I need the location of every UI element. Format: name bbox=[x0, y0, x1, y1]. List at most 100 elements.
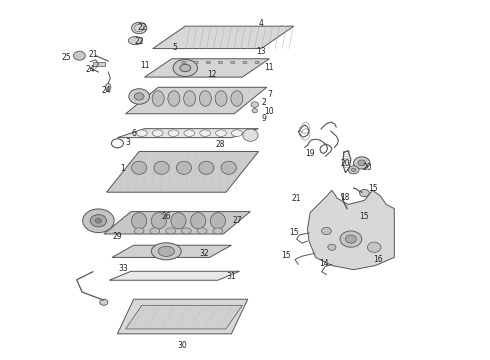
Ellipse shape bbox=[251, 102, 259, 108]
Ellipse shape bbox=[199, 161, 214, 174]
Text: 9: 9 bbox=[262, 114, 267, 123]
Ellipse shape bbox=[151, 213, 167, 229]
Ellipse shape bbox=[129, 89, 149, 104]
Text: 22: 22 bbox=[134, 37, 144, 46]
Ellipse shape bbox=[150, 228, 160, 234]
Text: 24: 24 bbox=[85, 66, 95, 75]
Text: 33: 33 bbox=[118, 264, 128, 273]
Ellipse shape bbox=[168, 130, 179, 136]
Ellipse shape bbox=[181, 228, 191, 234]
Ellipse shape bbox=[134, 228, 144, 234]
Text: 22: 22 bbox=[137, 23, 147, 32]
Ellipse shape bbox=[199, 91, 211, 106]
Ellipse shape bbox=[213, 228, 223, 234]
Ellipse shape bbox=[252, 109, 257, 113]
Ellipse shape bbox=[231, 91, 243, 106]
Ellipse shape bbox=[354, 157, 370, 169]
Polygon shape bbox=[145, 59, 270, 77]
Text: 6: 6 bbox=[131, 130, 136, 139]
Text: 30: 30 bbox=[178, 341, 188, 350]
Text: 21: 21 bbox=[88, 50, 98, 59]
Text: 2: 2 bbox=[262, 98, 267, 107]
Text: 19: 19 bbox=[305, 149, 315, 158]
Text: 28: 28 bbox=[216, 140, 225, 149]
Ellipse shape bbox=[351, 168, 356, 171]
Ellipse shape bbox=[360, 189, 369, 197]
Text: 16: 16 bbox=[373, 255, 383, 264]
Text: 18: 18 bbox=[341, 193, 350, 202]
Ellipse shape bbox=[131, 161, 147, 174]
Text: 15: 15 bbox=[360, 212, 369, 221]
Ellipse shape bbox=[231, 61, 235, 64]
Ellipse shape bbox=[210, 213, 225, 229]
Ellipse shape bbox=[180, 64, 191, 72]
Text: 20: 20 bbox=[341, 159, 350, 168]
Text: 21: 21 bbox=[292, 194, 301, 203]
Polygon shape bbox=[93, 62, 105, 66]
Ellipse shape bbox=[358, 160, 366, 166]
Polygon shape bbox=[112, 245, 231, 257]
Ellipse shape bbox=[128, 37, 143, 45]
Ellipse shape bbox=[368, 242, 381, 252]
Text: 26: 26 bbox=[162, 212, 171, 221]
Ellipse shape bbox=[216, 130, 226, 136]
Ellipse shape bbox=[152, 91, 164, 106]
Ellipse shape bbox=[173, 59, 197, 76]
Text: 15: 15 bbox=[368, 184, 377, 193]
Text: 11: 11 bbox=[140, 60, 149, 69]
Text: 10: 10 bbox=[265, 107, 274, 116]
Text: 32: 32 bbox=[199, 249, 209, 258]
Text: 15: 15 bbox=[289, 229, 299, 238]
Ellipse shape bbox=[231, 130, 242, 136]
Ellipse shape bbox=[90, 215, 106, 227]
Polygon shape bbox=[106, 152, 259, 192]
Ellipse shape bbox=[219, 61, 223, 64]
Ellipse shape bbox=[171, 213, 186, 229]
Ellipse shape bbox=[136, 130, 147, 136]
Ellipse shape bbox=[243, 129, 258, 141]
Ellipse shape bbox=[131, 213, 147, 229]
Ellipse shape bbox=[168, 91, 180, 106]
Text: 12: 12 bbox=[208, 69, 217, 78]
Text: 13: 13 bbox=[256, 47, 266, 56]
Ellipse shape bbox=[158, 246, 174, 256]
Text: 14: 14 bbox=[319, 259, 328, 268]
Ellipse shape bbox=[131, 22, 147, 34]
Ellipse shape bbox=[243, 61, 247, 64]
Text: 31: 31 bbox=[226, 273, 236, 282]
Ellipse shape bbox=[184, 130, 195, 136]
Ellipse shape bbox=[340, 231, 362, 247]
Ellipse shape bbox=[83, 209, 114, 233]
Ellipse shape bbox=[191, 213, 206, 229]
Ellipse shape bbox=[221, 161, 236, 174]
Ellipse shape bbox=[197, 228, 207, 234]
Polygon shape bbox=[125, 87, 267, 114]
Ellipse shape bbox=[321, 227, 331, 235]
Text: 15: 15 bbox=[281, 251, 291, 260]
Text: 29: 29 bbox=[113, 232, 122, 241]
Ellipse shape bbox=[151, 243, 181, 260]
Ellipse shape bbox=[182, 61, 186, 64]
Text: 3: 3 bbox=[126, 138, 131, 147]
Ellipse shape bbox=[328, 244, 336, 250]
Text: 5: 5 bbox=[172, 43, 177, 52]
Text: 1: 1 bbox=[121, 165, 125, 174]
Polygon shape bbox=[104, 212, 250, 234]
Text: 27: 27 bbox=[232, 216, 242, 225]
Ellipse shape bbox=[345, 235, 356, 243]
Polygon shape bbox=[153, 26, 294, 49]
Ellipse shape bbox=[206, 61, 211, 64]
Polygon shape bbox=[118, 299, 248, 334]
Ellipse shape bbox=[184, 91, 196, 106]
Ellipse shape bbox=[200, 130, 211, 136]
Ellipse shape bbox=[134, 93, 144, 100]
Ellipse shape bbox=[74, 51, 85, 60]
Ellipse shape bbox=[176, 161, 192, 174]
Polygon shape bbox=[125, 305, 242, 329]
Text: 24: 24 bbox=[102, 86, 111, 95]
Ellipse shape bbox=[152, 130, 163, 136]
Text: 11: 11 bbox=[265, 63, 274, 72]
Polygon shape bbox=[118, 129, 259, 138]
Text: 25: 25 bbox=[61, 53, 71, 62]
Ellipse shape bbox=[194, 61, 198, 64]
